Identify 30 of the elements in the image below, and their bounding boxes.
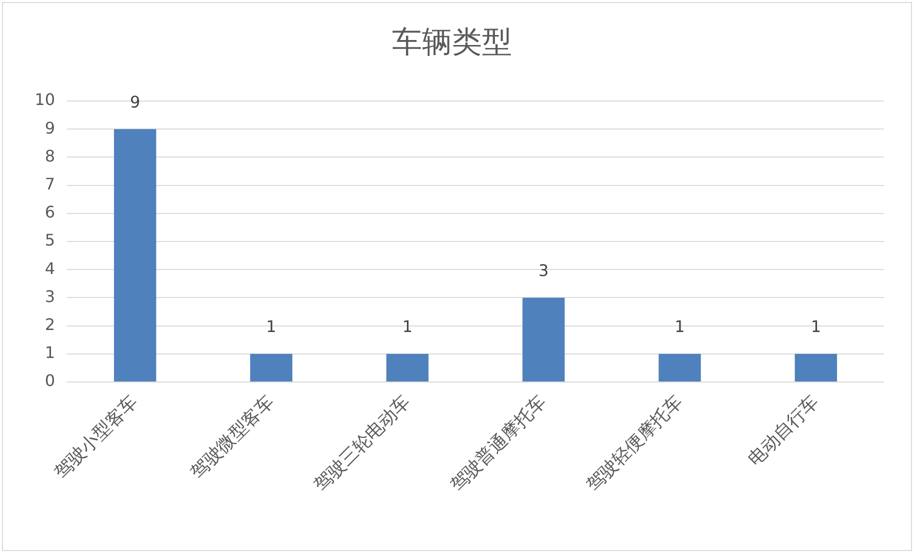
- y-tick-label: 9: [44, 118, 55, 138]
- y-tick-label: 0: [44, 371, 55, 390]
- x-tick-label: 驾驶普通摩托车: [446, 392, 550, 496]
- bar: [522, 298, 565, 382]
- x-tick-label: 驾驶轻便摩托车: [582, 392, 687, 496]
- bar: [658, 354, 701, 382]
- bar: [114, 129, 156, 382]
- y-tick-label: 1: [44, 343, 55, 362]
- bar: [250, 354, 292, 382]
- y-tick-label: 10: [34, 90, 55, 110]
- y-tick-label: 6: [44, 202, 55, 222]
- data-label: 1: [402, 317, 413, 336]
- bar: [794, 354, 838, 382]
- y-tick-label: 7: [44, 174, 55, 194]
- chart-title: 车辆类型: [392, 24, 512, 60]
- y-tick-label: 4: [44, 258, 55, 278]
- data-label: 9: [130, 92, 140, 112]
- data-label: 3: [538, 260, 549, 280]
- data-label: 1: [810, 317, 822, 336]
- y-tick-label: 5: [44, 230, 55, 250]
- y-tick-label: 8: [44, 146, 55, 166]
- x-tick-label: 电动自行车: [744, 392, 823, 470]
- x-tick-label: 驾驶小型客车: [50, 392, 142, 483]
- x-tick-label: 驾驶微型客车: [186, 392, 278, 483]
- data-label: 1: [266, 317, 276, 336]
- data-label: 1: [674, 317, 685, 336]
- x-tick-label: 驾驶三轮电动车: [310, 392, 414, 496]
- y-tick-label: 2: [44, 314, 55, 334]
- y-tick-label: 3: [44, 286, 55, 306]
- bar: [386, 354, 429, 382]
